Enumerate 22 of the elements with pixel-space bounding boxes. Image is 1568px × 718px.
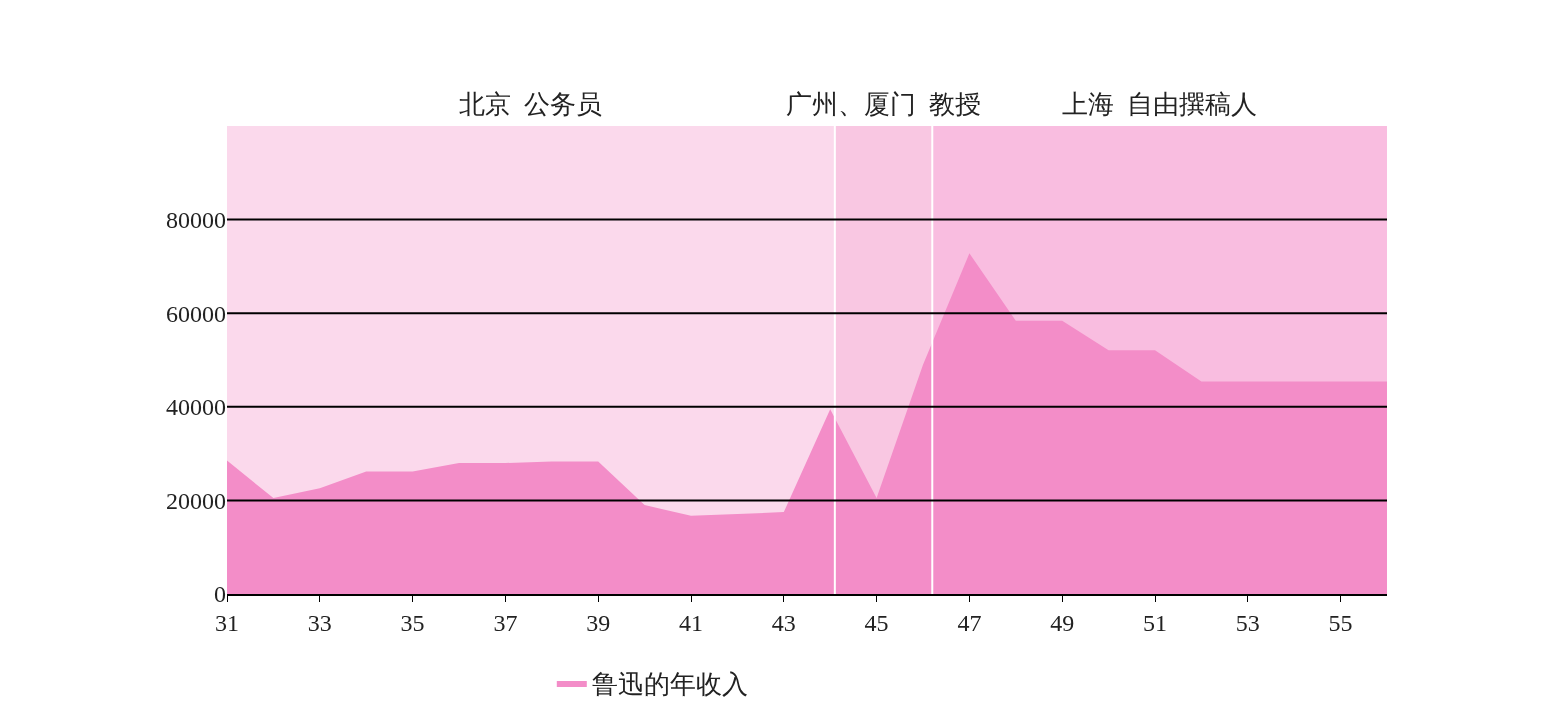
x-tick-label: 33 (307, 609, 332, 636)
x-tick-label: 43 (771, 609, 796, 636)
x-tick-label: 53 (1235, 609, 1260, 636)
x-tick-label: 41 (679, 609, 703, 636)
x-tick-label: 49 (1050, 609, 1075, 636)
x-tick-label: 39 (586, 609, 611, 636)
band-label: 北京 公务员 (459, 90, 602, 119)
x-tick-label: 31 (215, 609, 239, 636)
x-tick-label: 37 (493, 609, 518, 636)
band-label: 上海 自由撰稿人 (1062, 90, 1257, 119)
y-tick-label: 40000 (166, 394, 226, 421)
x-tick-label: 51 (1143, 609, 1167, 636)
band-label: 广州、厦门 教授 (786, 90, 981, 119)
x-tick-label: 45 (864, 609, 889, 636)
legend-label: 鲁迅的年收入 (591, 670, 748, 700)
y-tick-label: 80000 (166, 207, 226, 233)
x-tick-label: 55 (1328, 609, 1353, 636)
x-tick-label: 35 (400, 609, 425, 636)
x-tick-label: 47 (957, 609, 982, 636)
y-tick-label: 0 (214, 581, 226, 608)
y-tick-label: 20000 (166, 487, 226, 514)
y-tick-label: 60000 (166, 300, 226, 327)
